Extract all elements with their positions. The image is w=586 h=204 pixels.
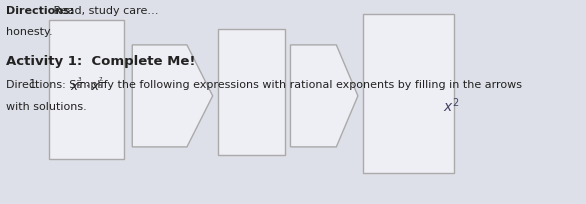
Text: with solutions.: with solutions. <box>6 102 87 112</box>
FancyBboxPatch shape <box>49 20 124 159</box>
Text: honesty.: honesty. <box>6 27 53 37</box>
Text: Activity 1:  Complete Me!: Activity 1: Complete Me! <box>6 55 196 68</box>
Text: Read, study care…: Read, study care… <box>50 6 159 16</box>
Text: $x^2$: $x^2$ <box>443 97 459 115</box>
FancyBboxPatch shape <box>218 29 285 155</box>
Polygon shape <box>132 45 213 147</box>
Text: Directions:: Directions: <box>6 6 74 16</box>
Polygon shape <box>291 45 358 147</box>
Text: Directions: Simplify the following expressions with rational exponents by fillin: Directions: Simplify the following expre… <box>6 80 522 90</box>
FancyBboxPatch shape <box>363 14 454 173</box>
Text: 1.: 1. <box>29 78 40 91</box>
Text: $x^{\frac{3}{5}} \cdot x^{\frac{7}{5}}$: $x^{\frac{3}{5}} \cdot x^{\frac{7}{5}}$ <box>70 77 104 94</box>
